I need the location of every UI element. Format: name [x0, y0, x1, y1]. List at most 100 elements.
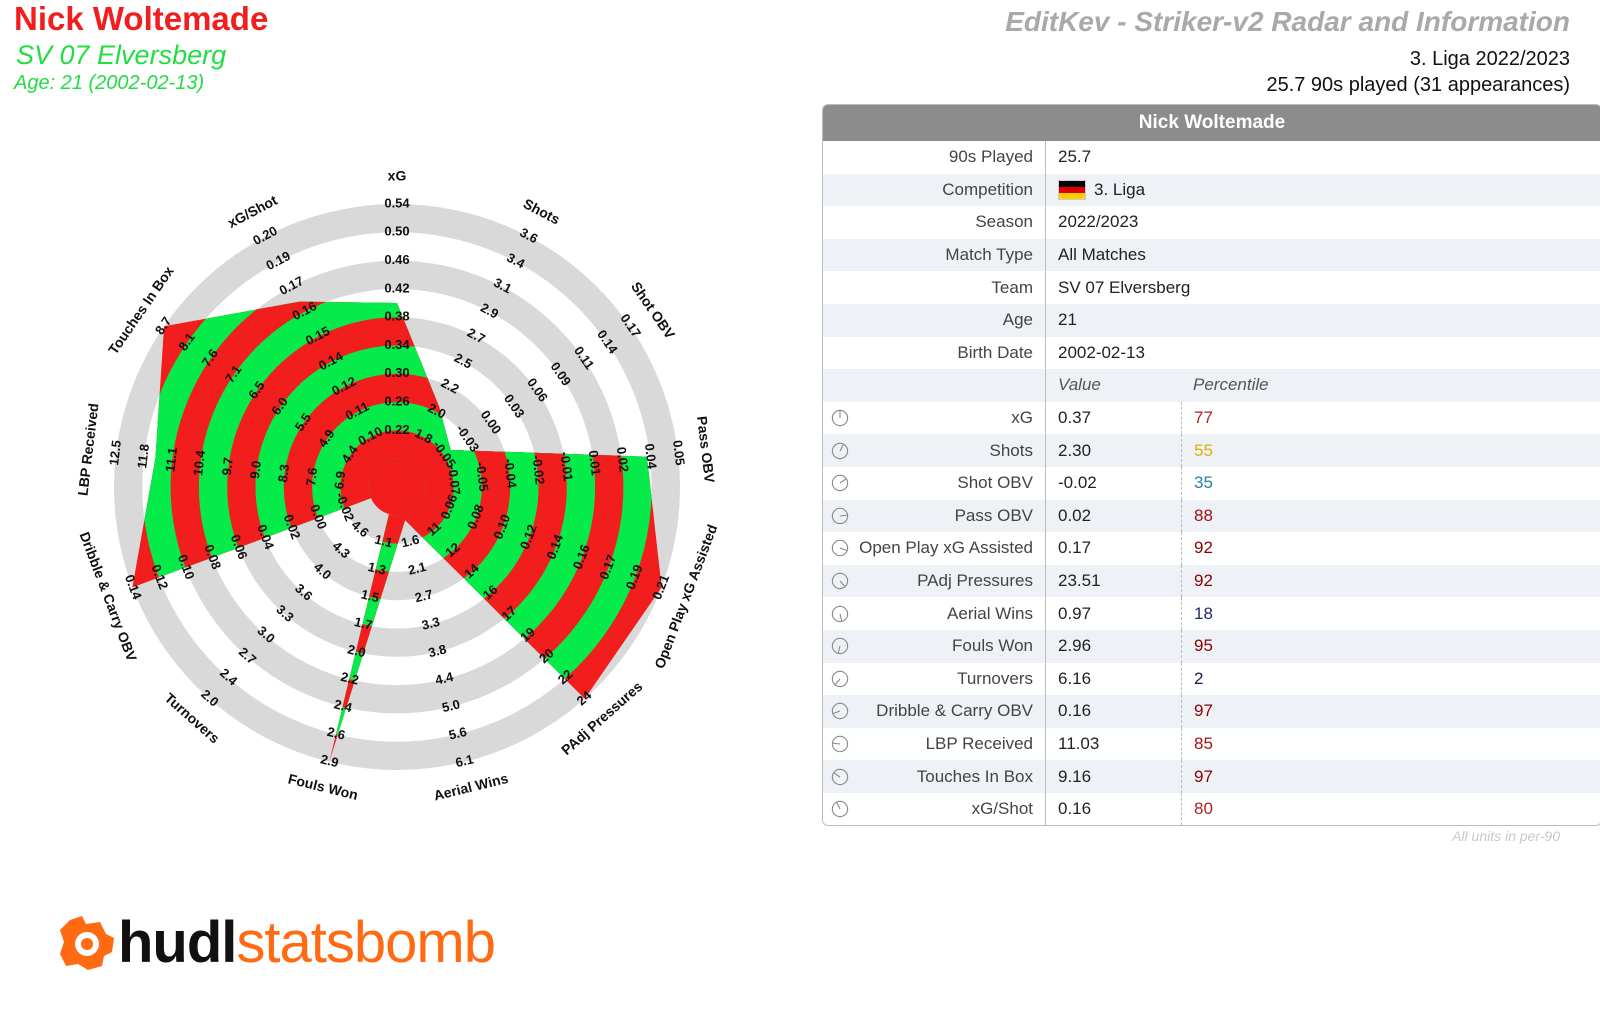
- metric-row: LBP Received 11.03 85: [823, 727, 1600, 761]
- info-table-title: Nick Woltemade: [823, 105, 1600, 141]
- radar-tick-label: 2.0: [346, 641, 367, 660]
- percentile-dial-icon: [831, 638, 849, 655]
- metric-name: xG: [1011, 408, 1033, 428]
- radar-tick-label: 9.7: [219, 456, 236, 476]
- info-row: Age 21: [823, 303, 1600, 337]
- info-row-label: Age: [1002, 310, 1033, 330]
- radar-tick-label: 0.46: [384, 252, 409, 267]
- radar-tick-label: 10.4: [190, 449, 208, 477]
- germany-flag-icon: [1058, 179, 1086, 200]
- metric-row-label: Touches In Box: [823, 767, 1045, 787]
- info-row: Season 2022/2023: [823, 206, 1600, 239]
- metric-row-label: xG: [823, 408, 1045, 428]
- metric-percentile: 35: [1181, 466, 1600, 500]
- metric-name: Shot OBV: [957, 473, 1033, 493]
- info-table: Nick Woltemade 90s Played 25.7 Competition…: [822, 104, 1600, 827]
- metric-value: 0.16: [1045, 792, 1181, 826]
- radar-tick-label: -0.02: [529, 454, 547, 485]
- radar-tick-label: 1.5: [360, 586, 381, 605]
- percentile-dial-icon: [831, 605, 849, 622]
- metric-name: PAdj Pressures: [917, 571, 1033, 591]
- metric-percentile: 97: [1181, 760, 1600, 793]
- info-row-label: 90s Played: [948, 147, 1033, 167]
- metric-percentile: 18: [1181, 597, 1600, 630]
- info-row-label: Birth Date: [957, 342, 1033, 362]
- radar-tick-label: 0.26: [384, 394, 409, 409]
- radar-tick-label: 2.1: [406, 559, 427, 578]
- metric-value: 0.37: [1045, 401, 1181, 435]
- percentile-dial-icon: [831, 670, 849, 687]
- radar-tick-label: 11.1: [162, 446, 180, 472]
- radar-tick-label: 1.8: [412, 425, 435, 447]
- metric-percentile: 95: [1181, 629, 1600, 663]
- metric-percentile: 80: [1181, 792, 1600, 826]
- metric-percentile: 92: [1181, 564, 1600, 598]
- info-row-value-text: 2022/2023: [1058, 212, 1139, 232]
- metric-row: Aerial Wins 0.97 18: [823, 597, 1600, 630]
- metric-value: -0.02: [1045, 466, 1181, 500]
- radar-tick-label: 0.04: [642, 443, 660, 471]
- info-row-value: SV 07 Elversberg: [1045, 271, 1600, 304]
- radar-tick-label: 5.6: [447, 724, 468, 743]
- metric-row-label: LBP Received: [823, 734, 1045, 754]
- radar-chart: 0.22 0.26 0.30 0.34 0.38 0.42 0.46 0.50 0.54 1.8 2…: [74, 168, 720, 804]
- metric-row: xG/Shot 0.16 80: [823, 792, 1600, 826]
- info-table-body: 90s Played 25.7 Competition 3. Liga Season 20…: [823, 141, 1600, 826]
- radar-tick-label: 1.1: [373, 532, 394, 551]
- radar-tick-label: -0.05: [473, 461, 491, 492]
- metric-value: 9.16: [1045, 760, 1181, 793]
- metric-value: 6.16: [1045, 662, 1181, 696]
- radar-tick-label: 3.1: [491, 275, 514, 297]
- percentile-dial-icon: [831, 735, 849, 753]
- radar-tick-label: 5.0: [440, 696, 461, 715]
- percentile-dial-icon: [831, 442, 849, 459]
- metric-name: Pass OBV: [954, 505, 1033, 525]
- metric-percentile: 77: [1181, 401, 1600, 435]
- metric-name: Turnovers: [957, 668, 1033, 688]
- radar-tick-label: 2.2: [439, 375, 462, 397]
- info-row: Competition 3. Liga: [823, 173, 1600, 207]
- percentile-dial-icon: [831, 409, 849, 427]
- metric-percentile: 92: [1181, 532, 1600, 565]
- metric-row-label: Fouls Won: [823, 636, 1045, 656]
- info-row-value-text: All Matches: [1058, 245, 1146, 265]
- radar-tick-label: 1.3: [366, 559, 387, 578]
- metric-value: 2.30: [1045, 434, 1181, 467]
- metric-value: 2.96: [1045, 629, 1181, 663]
- percentile-dial-icon: [831, 507, 849, 525]
- metric-name: LBP Received: [925, 733, 1033, 753]
- info-row-value: 25.7: [1045, 141, 1600, 174]
- radar-tick-label: 0.38: [384, 309, 409, 324]
- metric-percentile: 55: [1181, 434, 1600, 467]
- metric-row-label: Pass OBV: [823, 506, 1045, 526]
- percentile-dial-icon: [831, 800, 849, 818]
- metric-row-label: Shot OBV: [823, 473, 1045, 493]
- logo-statsbomb-text: statsbomb: [236, 910, 496, 975]
- metric-name: xG/Shot: [971, 799, 1033, 819]
- player-name: Nick Woltemade: [14, 0, 269, 37]
- radar-tick-label: -0.01: [557, 451, 575, 482]
- metric-name: Aerial Wins: [947, 603, 1033, 623]
- metric-percentile: 88: [1181, 499, 1600, 533]
- radar-tick-label: 2.9: [478, 300, 501, 322]
- hudl-statsbomb-logo: hudl statsbomb: [56, 910, 496, 975]
- radar-tick-label: 0.02: [614, 446, 632, 473]
- info-row-value: 2002-02-13: [1045, 336, 1600, 370]
- minutes-played: 25.7 90s played (31 appearances): [1266, 74, 1570, 96]
- metric-row: Shots 2.30 55: [823, 434, 1600, 467]
- radar-tick-label: 2.9: [319, 751, 340, 770]
- player-age: Age: 21 (2002-02-13): [14, 72, 205, 94]
- metric-row-label: Dribble & Carry OBV: [823, 701, 1045, 721]
- radar-tick-label: 2.4: [332, 696, 354, 715]
- metric-name: Dribble & Carry OBV: [876, 701, 1033, 721]
- metric-value: 11.03: [1045, 727, 1181, 761]
- percentile-dial-icon: [831, 572, 849, 590]
- metric-row: Pass OBV 0.02 88: [823, 499, 1600, 533]
- metric-row: Open Play xG Assisted 0.17 92: [823, 532, 1600, 565]
- radar-title: EditKev - Striker-v2 Radar and Informati…: [1005, 6, 1570, 37]
- radar-tick-label: 7.6: [303, 467, 320, 487]
- radar-tick-label: 1.6: [400, 532, 421, 551]
- radar-tick-label: 0.34: [384, 337, 410, 352]
- units-note: All units in per-90: [1452, 828, 1560, 844]
- metric-name: Open Play xG Assisted: [859, 538, 1033, 558]
